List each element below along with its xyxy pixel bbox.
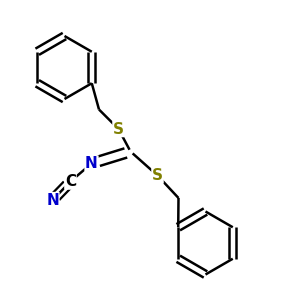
Text: S: S (152, 168, 163, 183)
Text: S: S (113, 122, 124, 136)
Text: C: C (65, 174, 76, 189)
Text: N: N (85, 156, 98, 171)
Text: N: N (46, 193, 59, 208)
